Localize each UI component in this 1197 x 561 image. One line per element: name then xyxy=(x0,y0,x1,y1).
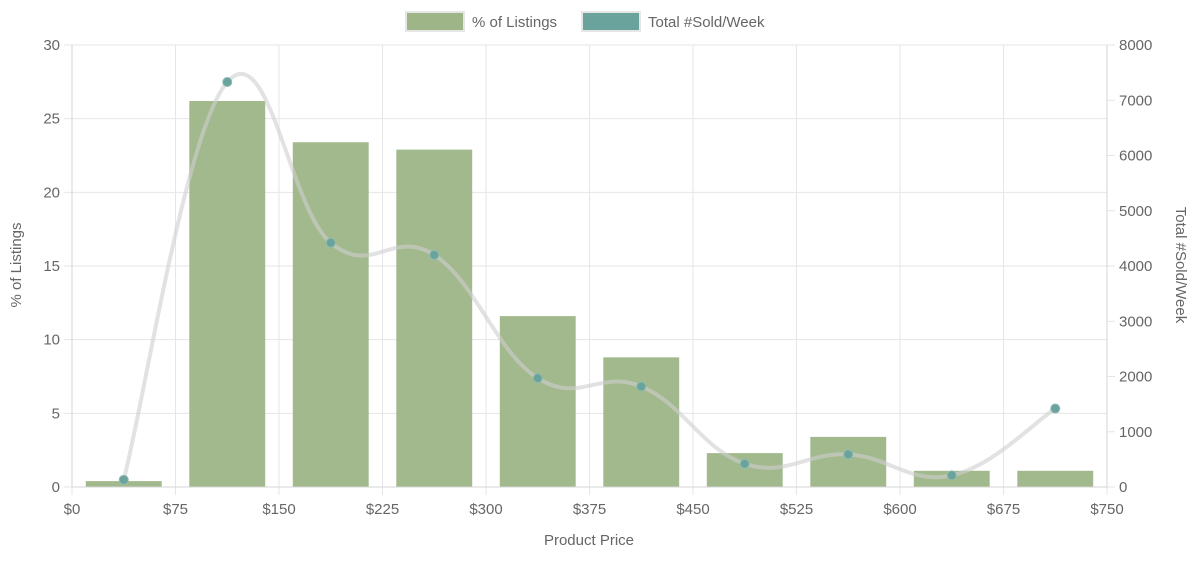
bar xyxy=(499,316,576,487)
y-right-tick-label: 0 xyxy=(1119,479,1127,496)
y-right-tick-label: 6000 xyxy=(1119,148,1152,165)
bar xyxy=(810,436,887,487)
data-point xyxy=(325,237,336,248)
y-axis-left-title: % of Listings xyxy=(8,222,25,307)
x-tick-label: $525 xyxy=(780,501,813,518)
x-tick-label: $750 xyxy=(1090,501,1123,518)
legend-item-listings[interactable]: % of Listings xyxy=(405,11,557,32)
y-left-tick-label: 0 xyxy=(52,479,60,496)
y-right-tick-label: 7000 xyxy=(1119,92,1152,109)
y-axis-right-title: Total #Sold/Week xyxy=(1172,207,1189,324)
bar xyxy=(292,142,369,488)
data-point xyxy=(429,249,440,260)
y-left-tick-label: 15 xyxy=(43,258,60,275)
y-right-tick-label: 5000 xyxy=(1119,203,1152,220)
x-tick-label: $600 xyxy=(883,501,916,518)
x-tick-label: $75 xyxy=(163,501,188,518)
x-tick-label: $300 xyxy=(469,501,502,518)
data-point xyxy=(118,474,129,485)
bar xyxy=(603,357,680,487)
legend-item-sold[interactable]: Total #Sold/Week xyxy=(581,11,765,32)
y-left-tick-label: 10 xyxy=(43,332,60,349)
y-left-tick-label: 30 xyxy=(43,37,60,54)
data-point xyxy=(946,470,957,481)
data-point xyxy=(532,373,543,384)
legend-label-listings: % of Listings xyxy=(472,14,557,31)
bar xyxy=(706,453,783,487)
y-left-tick-label: 20 xyxy=(43,184,60,201)
y-right-tick-label: 8000 xyxy=(1119,37,1152,54)
legend-swatch-sold xyxy=(581,11,641,32)
y-right-tick-label: 2000 xyxy=(1119,369,1152,386)
data-point xyxy=(739,458,750,469)
line-series xyxy=(118,71,1061,485)
legend-swatch-listings xyxy=(405,11,465,32)
bar xyxy=(396,149,473,487)
x-tick-label: $150 xyxy=(262,501,295,518)
y-right-tick-label: 3000 xyxy=(1119,313,1152,330)
legend: % of Listings Total #Sold/Week xyxy=(405,11,765,32)
x-tick-label: $0 xyxy=(64,501,81,518)
axes: 0 5 10 15 20 25 30 0 1000 2000 3000 4000 5000 6000 700… xyxy=(43,37,1152,518)
y-right-tick-label: 4000 xyxy=(1119,258,1152,275)
data-point xyxy=(1050,403,1061,414)
bar xyxy=(189,100,266,487)
data-point xyxy=(636,381,647,392)
x-tick-label: $675 xyxy=(987,501,1020,518)
x-tick-label: $450 xyxy=(676,501,709,518)
x-tick-label: $375 xyxy=(573,501,606,518)
y-right-tick-label: 1000 xyxy=(1119,424,1152,441)
bar xyxy=(1017,470,1094,487)
x-tick-label: $225 xyxy=(366,501,399,518)
legend-label-sold: Total #Sold/Week xyxy=(648,14,765,31)
x-axis-title: Product Price xyxy=(544,532,634,549)
y-left-tick-label: 5 xyxy=(52,405,60,422)
data-point xyxy=(843,449,854,460)
data-point xyxy=(222,77,233,88)
y-left-tick-label: 25 xyxy=(43,111,60,128)
